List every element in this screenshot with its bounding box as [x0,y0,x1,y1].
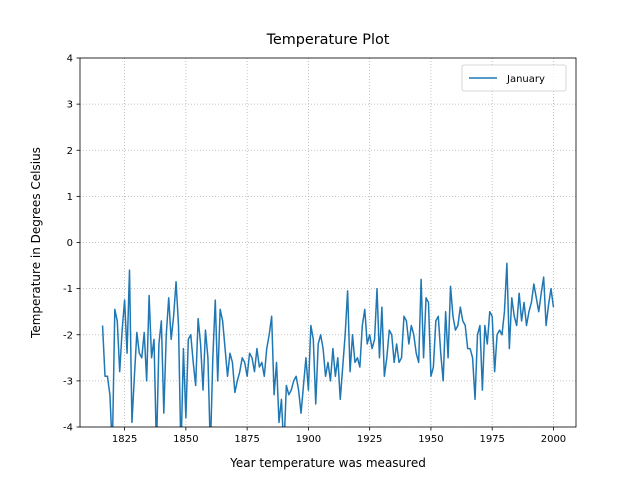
y-tick-label: -1 [63,284,73,295]
y-tick-label: 4 [67,54,73,65]
axes: 1825 1850 1875 1900 1925 1950 1975 2000 -4 -3 -2 -1… [63,54,577,445]
x-tick-label: 1850 [173,434,198,445]
x-tick-label: 1825 [112,434,137,445]
y-axis-label: Temperature in Degrees Celsius [29,147,43,339]
x-tick-label: 1950 [418,434,443,445]
plot-area [101,262,555,427]
x-tick-label: 1875 [234,434,259,445]
y-tick-label: -2 [63,330,73,341]
x-axis-label: Year temperature was measured [229,456,426,470]
legend-box [461,64,567,92]
y-tick-label: 1 [67,192,73,203]
x-tick-label: 1925 [357,434,382,445]
y-tick-label: -4 [63,423,73,434]
x-tick-label: 1900 [296,434,321,445]
x-tick-label: 2000 [541,434,566,445]
y-tick-label: 2 [67,146,73,157]
chart-title: Temperature Plot [266,32,390,48]
legend-label: January [506,74,545,85]
axes-frame [79,57,577,428]
y-tick-label: -3 [63,376,73,387]
legend: January [461,64,567,92]
data-line [101,262,555,427]
x-tick-label: 1975 [479,434,504,445]
y-tick-label: 0 [67,238,73,249]
y-tick-label: 3 [67,100,73,111]
